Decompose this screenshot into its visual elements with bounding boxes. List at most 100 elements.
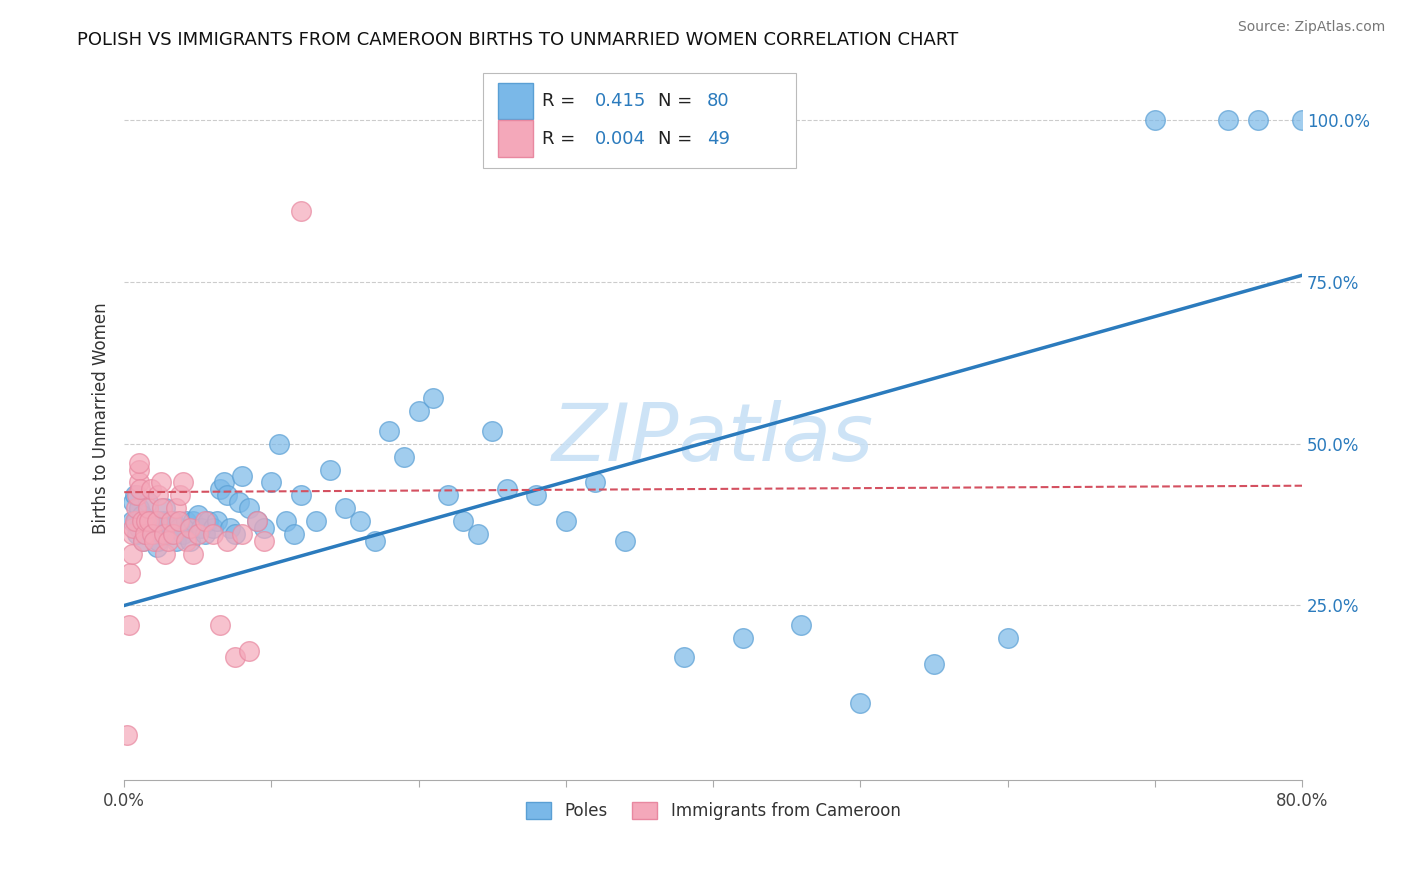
Point (290, 488, 312, 502)
Point (165, 533, 187, 548)
Point (115, 728, 138, 742)
Point (141, 527, 163, 541)
FancyBboxPatch shape (498, 83, 533, 119)
Point (201, 521, 224, 535)
Point (139, 521, 162, 535)
Point (169, 488, 191, 502)
Point (121, 547, 143, 561)
Point (150, 475, 173, 490)
Point (128, 475, 150, 490)
Point (128, 521, 150, 535)
Point (145, 514, 167, 528)
Point (134, 527, 156, 541)
Point (174, 533, 197, 548)
Text: N =: N = (658, 92, 692, 110)
Point (135, 514, 157, 528)
Point (194, 527, 217, 541)
Point (231, 469, 253, 483)
Point (238, 501, 260, 516)
Point (136, 495, 159, 509)
Point (672, 650, 695, 665)
Point (172, 527, 194, 541)
Point (148, 514, 170, 528)
Point (187, 527, 209, 541)
Point (583, 475, 606, 490)
Point (120, 566, 142, 581)
Legend: Poles, Immigrants from Cameroon: Poles, Immigrants from Cameroon (519, 795, 907, 826)
Point (174, 514, 197, 528)
Point (276, 514, 298, 528)
Point (187, 508, 209, 522)
Point (319, 462, 342, 476)
FancyBboxPatch shape (484, 73, 796, 168)
Point (224, 650, 246, 665)
Point (183, 514, 205, 528)
Point (155, 501, 177, 516)
Text: 49: 49 (707, 129, 730, 147)
Point (422, 392, 444, 406)
Point (160, 521, 183, 535)
Point (129, 482, 152, 496)
Point (997, 631, 1019, 645)
Point (162, 514, 184, 528)
Point (208, 618, 231, 632)
Point (253, 533, 276, 548)
Point (201, 527, 224, 541)
Point (190, 521, 212, 535)
Point (134, 527, 156, 541)
Point (481, 424, 503, 438)
Point (437, 488, 460, 502)
Point (153, 527, 176, 541)
Point (267, 436, 290, 450)
Point (219, 521, 242, 535)
Point (162, 527, 184, 541)
Point (228, 495, 250, 509)
Point (363, 533, 385, 548)
Point (157, 527, 180, 541)
Text: 0.004: 0.004 (595, 129, 647, 147)
Point (1218, 112, 1240, 127)
Point (179, 521, 201, 535)
Point (613, 533, 636, 548)
Point (121, 514, 143, 528)
Point (160, 514, 183, 528)
Point (179, 533, 201, 548)
Point (145, 540, 167, 554)
Point (392, 450, 415, 464)
Point (128, 456, 150, 470)
Point (246, 514, 269, 528)
Point (157, 533, 180, 548)
Point (922, 657, 945, 671)
Point (333, 501, 356, 516)
Point (117, 618, 139, 632)
Point (132, 533, 155, 548)
Point (142, 533, 165, 548)
Point (138, 514, 160, 528)
Point (253, 521, 276, 535)
Y-axis label: Births to Unmarried Women: Births to Unmarried Women (93, 301, 110, 533)
Text: Source: ZipAtlas.com: Source: ZipAtlas.com (1237, 20, 1385, 34)
Point (135, 514, 157, 528)
Point (205, 514, 228, 528)
Point (128, 501, 150, 516)
Point (124, 514, 146, 528)
Point (150, 521, 173, 535)
Point (131, 508, 153, 522)
Point (155, 547, 177, 561)
Point (304, 514, 326, 528)
Point (122, 495, 145, 509)
Point (790, 618, 813, 632)
Point (1291, 112, 1313, 127)
Point (125, 501, 148, 516)
Point (142, 527, 165, 541)
Point (214, 475, 236, 490)
Point (260, 475, 283, 490)
Point (127, 488, 149, 502)
Point (183, 547, 205, 561)
Point (231, 527, 253, 541)
Point (132, 533, 155, 548)
Text: ZIPatlas: ZIPatlas (553, 401, 875, 478)
Point (349, 514, 371, 528)
Point (131, 514, 153, 528)
Point (124, 488, 146, 502)
